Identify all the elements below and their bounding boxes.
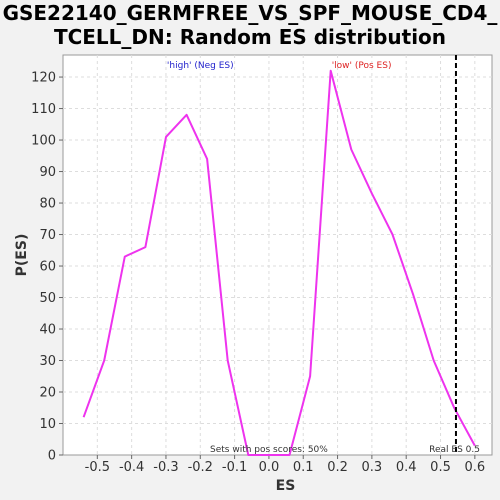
plot-area — [62, 54, 493, 456]
x-tick-label: -0.2 — [188, 460, 213, 475]
y-tick-label: 10 — [39, 417, 56, 432]
chart-title-line-2: TCELL_DN: Random ES distribution — [53, 25, 447, 49]
chart-title-line-1: GSE22140_GERMFREE_VS_SPF_MOUSE_CD4_ — [2, 1, 498, 25]
x-tick-label: -0.4 — [119, 460, 144, 475]
x-tick-label: 0.2 — [327, 460, 348, 475]
x-tick-label: 0.5 — [430, 460, 451, 475]
y-axis-title: P(ES) — [14, 234, 30, 277]
x-tick-label: -0.5 — [85, 460, 110, 475]
y-tick-label: 30 — [39, 354, 56, 369]
x-tick-label: 0.3 — [362, 460, 383, 475]
y-tick-label: 60 — [39, 260, 56, 275]
x-tick-label: 0.4 — [396, 460, 417, 475]
real-es-label: Real ES 0.5 — [429, 445, 480, 455]
y-tick-label: 100 — [31, 134, 56, 149]
pos-es-label: 'low' (Pos ES) — [332, 61, 392, 71]
x-tick-label: 0.1 — [293, 460, 314, 475]
x-tick-label: 0.6 — [464, 460, 485, 475]
es-distribution-line — [82, 69, 476, 456]
x-axis-title: ES — [276, 478, 296, 494]
y-tick-label: 70 — [39, 228, 56, 243]
x-tick-label: -0.1 — [222, 460, 247, 475]
y-tick-label: 80 — [39, 197, 56, 212]
y-tick-label: 0 — [48, 449, 56, 464]
y-tick-label: 120 — [31, 71, 56, 86]
x-tick-label: -0.3 — [153, 460, 178, 475]
y-tick-label: 20 — [39, 386, 56, 401]
pos-scores-label: Sets with pos scores: 50% — [210, 445, 328, 455]
y-tick-label: 110 — [31, 102, 56, 117]
y-tick-label: 90 — [39, 165, 56, 180]
y-tick-label: 50 — [39, 291, 56, 306]
x-tick-label: 0.0 — [259, 460, 280, 475]
y-tick-label: 40 — [39, 323, 56, 338]
neg-es-label: 'high' (Neg ES) — [167, 61, 234, 71]
